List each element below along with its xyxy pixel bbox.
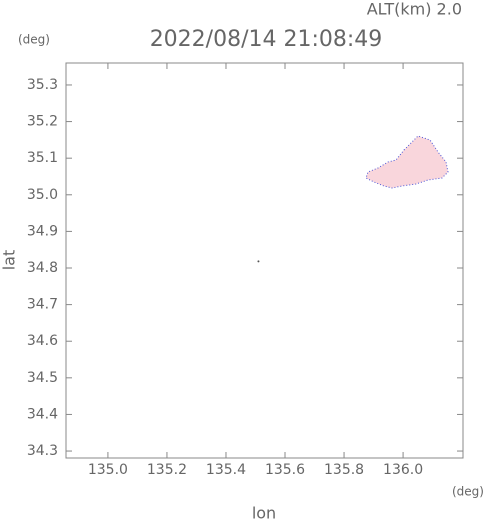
x-tick-label: 135.8 — [324, 462, 364, 478]
x-tick-label: 135.6 — [265, 462, 305, 478]
altitude-label: ALT(km) 2.0 — [367, 0, 462, 19]
y-axis-label: lat — [0, 250, 19, 271]
y-tick-label: 34.6 — [27, 333, 58, 349]
y-tick-label: 34.5 — [27, 370, 58, 386]
x-tick-label: 135.0 — [88, 462, 128, 478]
y-tick-label: 35.3 — [27, 77, 58, 93]
y-tick-label: 34.4 — [27, 406, 58, 422]
y-tick-label: 34.9 — [27, 223, 58, 239]
y-tick-label: 35.2 — [27, 114, 58, 130]
y-tick-label: 35.1 — [27, 150, 58, 166]
y-tick-label: 34.7 — [27, 297, 58, 313]
y-tick-label: 35.0 — [27, 187, 58, 203]
plot-frame — [65, 62, 464, 459]
x-unit: (deg) — [452, 485, 484, 499]
echo-region — [365, 135, 449, 189]
y-tick-label: 34.8 — [27, 260, 58, 276]
x-axis-label: lon — [252, 504, 276, 521]
x-tick-label: 135.4 — [206, 462, 246, 478]
chart-title: 2022/08/14 21:08:49 — [150, 27, 383, 52]
point — [257, 260, 260, 263]
y-unit: (deg) — [18, 33, 50, 47]
x-tick-label: 136.0 — [383, 462, 423, 478]
x-tick-label: 135.2 — [147, 462, 187, 478]
y-tick-label: 34.3 — [27, 443, 58, 459]
